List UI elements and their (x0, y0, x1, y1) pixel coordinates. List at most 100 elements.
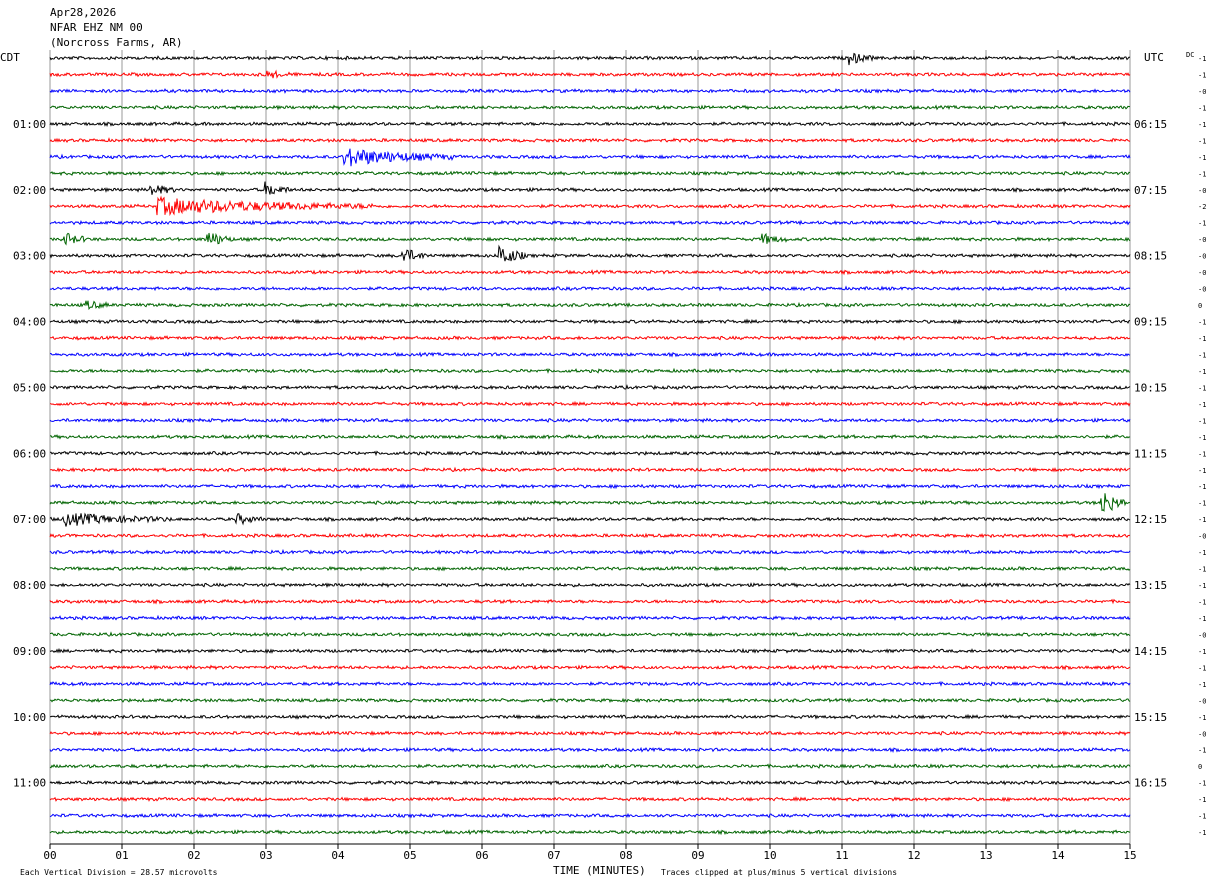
left-hour-label: 09:00 (13, 645, 46, 658)
seismic-traces (49, 52, 1131, 836)
dc-offset-value: -1 (1198, 615, 1206, 623)
trace-line (50, 450, 1131, 457)
trace-line (49, 120, 1131, 128)
dc-offset-value: -1 (1198, 154, 1206, 162)
trace-line (49, 713, 1131, 720)
x-tick-label: 00 (43, 849, 56, 862)
trace-line (49, 493, 1131, 512)
dc-offset-values: -1 -1 -0 -1 -1 -1 -1 -1 -0 -2 -1 -0 -0 -0 -0 0 -1 -1 -1 -1 -… (1198, 55, 1206, 837)
dc-offset-value: -1 (1198, 796, 1206, 804)
dc-offset-value: -2 (1198, 203, 1206, 211)
dc-offset-value: -1 (1198, 813, 1206, 821)
dc-offset-value: -1 (1198, 220, 1206, 228)
right-hour-labels: 06:15 07:15 08:15 09:15 10:15 11:15 12:15 13:15… (1134, 118, 1167, 790)
trace-line (49, 614, 1131, 621)
dc-offset-value: -1 (1198, 483, 1206, 491)
right-hour-label: 16:15 (1134, 777, 1167, 790)
dc-offset-value: -1 (1198, 664, 1206, 672)
x-axis-title: TIME (MINUTES) (553, 864, 646, 877)
right-hour-label: 08:15 (1134, 250, 1167, 263)
x-tick-label: 05 (403, 849, 416, 862)
footer-scale-note: Each Vertical Division = 28.57 microvolt… (20, 868, 218, 877)
dc-offset-value: -1 (1198, 434, 1206, 442)
trace-line (49, 483, 1131, 490)
trace-line (49, 598, 1131, 605)
left-hour-label: 11:00 (13, 777, 46, 790)
dc-offset-value: -1 (1198, 582, 1206, 590)
trace-line (49, 680, 1131, 687)
dc-offset-value: -1 (1198, 549, 1206, 557)
trace-line (49, 512, 1131, 527)
dc-offset-value: 0 (1198, 763, 1202, 771)
right-hour-label: 14:15 (1134, 645, 1167, 658)
header-date: Apr28,2026 (50, 6, 116, 19)
dc-offset-value: -1 (1198, 417, 1206, 425)
trace-line (49, 763, 1131, 770)
dc-offset-value: -1 (1198, 170, 1206, 178)
trace-line (49, 52, 1131, 66)
dc-offset-value: -0 (1198, 730, 1206, 738)
dc-offset-value: -0 (1198, 187, 1206, 195)
trace-line (49, 532, 1130, 539)
dc-offset-value: -0 (1198, 253, 1206, 261)
trace-line (50, 170, 1131, 177)
trace-line (49, 219, 1131, 226)
trace-line (49, 812, 1131, 819)
dc-offset-value: -1 (1198, 714, 1206, 722)
left-hour-label: 08:00 (13, 579, 46, 592)
dc-offset-value: -1 (1198, 137, 1206, 145)
left-hour-label: 05:00 (13, 381, 46, 394)
right-hour-label: 07:15 (1134, 184, 1167, 197)
right-hour-label: 11:15 (1134, 447, 1167, 460)
dc-offset-value: -1 (1198, 780, 1206, 788)
dc-offset-value: -0 (1198, 631, 1206, 639)
dc-offset-value: -0 (1198, 269, 1206, 277)
left-hour-labels: 01:00 02:00 03:00 04:00 05:00 06:00 07:00 08:00… (13, 118, 46, 790)
trace-line (50, 631, 1131, 638)
trace-line (49, 269, 1131, 276)
left-hour-label: 01:00 (13, 118, 46, 131)
x-tick-label: 12 (907, 849, 920, 862)
dc-offset-value: -0 (1198, 236, 1206, 244)
dc-offset-value: -0 (1198, 697, 1206, 705)
trace-line (49, 181, 1131, 195)
dc-offset-value: -1 (1198, 401, 1206, 409)
trace-line (49, 318, 1131, 325)
dc-offset-value: -0 (1198, 286, 1206, 294)
trace-line (50, 466, 1131, 473)
x-tick-label: 02 (187, 849, 200, 862)
dc-offset-value: -1 (1198, 747, 1206, 755)
right-hour-label: 13:15 (1134, 579, 1167, 592)
footer-clip-note: Traces clipped at plus/minus 5 vertical … (661, 868, 897, 877)
dc-offset-value: -1 (1198, 681, 1206, 689)
trace-line (49, 300, 1131, 311)
trace-line (49, 647, 1131, 654)
x-tick-label: 07 (547, 849, 560, 862)
dc-offset-value: -1 (1198, 104, 1206, 112)
trace-line (49, 730, 1131, 737)
dc-offset-value: -1 (1198, 599, 1206, 607)
x-tick-label: 09 (691, 849, 704, 862)
trace-line (49, 829, 1131, 836)
dc-offset-value: -1 (1198, 516, 1206, 524)
trace-line (49, 148, 1131, 167)
trace-line (49, 232, 1131, 246)
dc-offset-value: -1 (1198, 368, 1206, 376)
dc-offset-value: -1 (1198, 648, 1206, 656)
trace-line (49, 779, 1131, 786)
trace-line (49, 195, 1131, 217)
trace-line (49, 796, 1131, 803)
dc-label: DC (1186, 51, 1194, 59)
x-axis-tick-labels: 00 01 02 03 04 05 06 07 08 09 10 11 12 13 14 15 (43, 844, 1137, 862)
trace-line (49, 334, 1131, 342)
dc-offset-value: -1 (1198, 55, 1206, 63)
x-tick-label: 10 (763, 849, 776, 862)
x-tick-label: 08 (619, 849, 632, 862)
vertical-gridlines (49, 50, 1131, 844)
trace-line (49, 137, 1131, 144)
x-tick-label: 11 (835, 849, 848, 862)
trace-line (49, 400, 1131, 407)
x-tick-label: 06 (475, 849, 488, 862)
trace-line (49, 87, 1131, 94)
